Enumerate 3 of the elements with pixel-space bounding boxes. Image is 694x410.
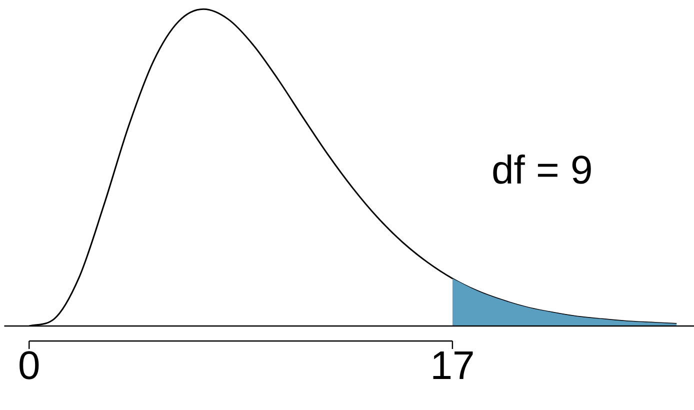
- x-tick-label: 0: [18, 344, 40, 388]
- x-tick-label: 17: [430, 344, 475, 388]
- annotation: df = 9: [492, 148, 593, 192]
